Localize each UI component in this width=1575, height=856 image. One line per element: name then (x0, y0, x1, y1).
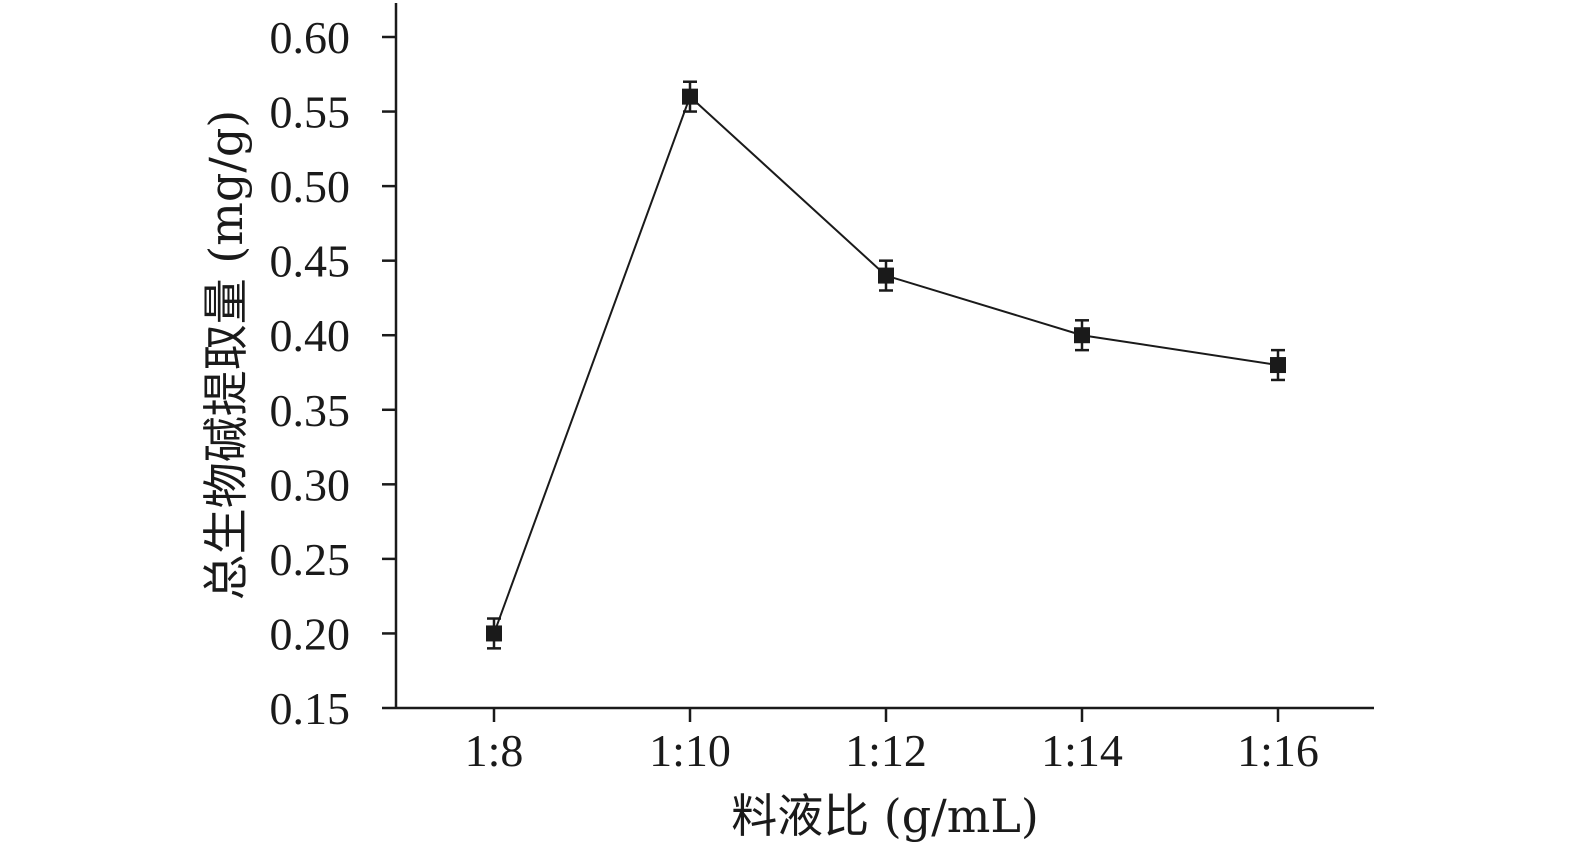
x-axis-ticks: 1:8 1:10 1:12 1:14 1:16 (465, 708, 1319, 776)
data-point-marker (878, 267, 894, 284)
y-tick-label: 0.15 (270, 683, 351, 734)
data-point-marker (1074, 327, 1090, 344)
data-point-marker (486, 625, 502, 642)
x-tick-label: 1:10 (649, 725, 731, 776)
series-layer (486, 80, 1286, 650)
y-tick-label: 0.55 (270, 87, 351, 138)
x-tick-label: 1:12 (845, 725, 927, 776)
y-tick-label: 0.25 (270, 534, 351, 585)
y-axis-title: 总生物碱提取量 (mg/g) (199, 110, 253, 601)
x-tick-label: 1:16 (1237, 725, 1319, 776)
data-point-marker (682, 88, 698, 105)
data-point-marker (1270, 357, 1286, 374)
y-tick-label: 0.40 (270, 310, 351, 361)
y-tick-label: 0.50 (270, 161, 351, 212)
y-tick-label: 0.45 (270, 236, 351, 287)
x-tick-label: 1:14 (1041, 725, 1123, 776)
y-tick-label: 0.60 (270, 12, 351, 63)
y-tick-label: 0.20 (270, 608, 351, 659)
y-axis-ticks: 0.15 0.20 0.25 0.30 0.35 0.40 0.45 0.50 0.55 0.60 (270, 12, 396, 734)
series-line (493, 94, 1279, 634)
x-tick-label: 1:8 (465, 725, 524, 776)
y-tick-label: 0.30 (270, 459, 351, 510)
y-tick-label: 0.35 (270, 385, 351, 436)
x-axis-title: 料液比 (g/mL) (731, 789, 1039, 843)
